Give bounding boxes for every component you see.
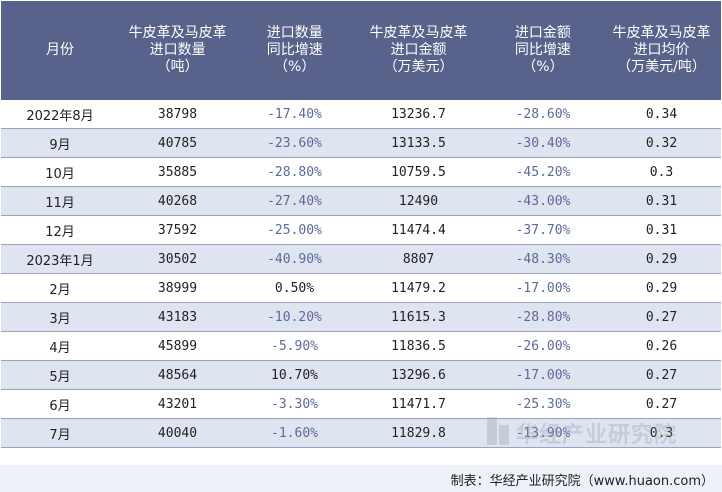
cell-month: 10月	[45, 166, 75, 182]
table-row: 10月 35885 -28.80% 10759.5 -45.20% 0.3	[1, 158, 721, 187]
cell-price: 0.29	[645, 251, 678, 267]
cell-amount: 11615.3	[391, 309, 446, 325]
cell-amount-yoy: -48.30%	[515, 251, 571, 267]
cell-month: 12月	[45, 224, 75, 240]
cell-qty-yoy: -10.20%	[267, 309, 322, 325]
cell-qty: 43201	[157, 396, 198, 412]
cell-amount: 10759.5	[391, 164, 446, 180]
cell-amount: 12490	[398, 193, 439, 209]
table-row: 2022年8月 38798 -17.40% 13236.7 -28.60% 0.34	[1, 100, 721, 129]
cell-month: 11月	[45, 195, 75, 211]
cell-qty-yoy: 0.50%	[274, 280, 315, 296]
cell-price: 0.26	[645, 338, 678, 354]
cell-amount: 11471.7	[391, 396, 446, 412]
cell-amount-yoy: -13.90%	[515, 425, 571, 441]
table-row: 4月 45899 -5.90% 11836.5 -26.00% 0.26	[1, 332, 721, 361]
cell-price: 0.34	[645, 106, 678, 122]
cell-amount: 8807	[402, 251, 435, 267]
cell-month: 9月	[49, 137, 71, 153]
cell-amount-yoy: -37.70%	[515, 222, 571, 238]
cell-qty-yoy: -5.90%	[271, 338, 318, 354]
table-row: 12月 37592 -25.00% 11474.4 -37.70% 0.31	[1, 216, 721, 245]
cell-price: 0.27	[645, 309, 678, 325]
cell-amount-yoy: -26.00%	[515, 338, 571, 354]
cell-amount-yoy: -43.00%	[515, 193, 571, 209]
cell-price: 0.32	[645, 135, 678, 151]
cell-qty: 37592	[157, 222, 198, 238]
cell-qty-yoy: -25.00%	[267, 222, 322, 238]
table-body: 2022年8月 38798 -17.40% 13236.7 -28.60% 0.34 9月 4…	[1, 100, 721, 448]
cell-month: 2月	[49, 282, 71, 298]
cell-month: 7月	[49, 427, 71, 443]
cell-month: 2023年1月	[26, 253, 94, 269]
cell-amount-yoy: -30.40%	[515, 135, 571, 151]
cell-amount: 11829.8	[391, 425, 446, 441]
cell-qty: 30502	[157, 251, 198, 267]
cell-qty-yoy: -1.60%	[271, 425, 318, 441]
cell-qty: 40785	[157, 135, 198, 151]
cell-amount: 11479.2	[391, 280, 446, 296]
header-avg-price: 牛皮革及马皮革 进口均价 （万美元/吨）	[612, 25, 711, 75]
cell-qty: 40040	[157, 425, 198, 441]
cell-amount: 11836.5	[391, 338, 446, 354]
table-header: 月份 牛皮革及马皮革 进口数量 （吨） 进口数量 同比增速 （%） 牛皮革及马皮…	[1, 1, 721, 100]
table-row: 7月 40040 -1.60% 11829.8 -13.90% 0.3	[1, 419, 721, 448]
cell-qty: 43183	[157, 309, 198, 325]
watermark-text: 华经产业研究院	[516, 423, 678, 448]
cell-amount: 13133.5	[391, 135, 446, 151]
cell-amount-yoy: -17.00%	[515, 367, 571, 383]
footer: 制表：华经产业研究院（www.huaon.com）	[0, 465, 722, 492]
cell-month: 2022年8月	[26, 108, 94, 124]
cell-amount-yoy: -25.30%	[515, 396, 571, 412]
cell-price: 0.3	[649, 164, 674, 180]
cell-month: 5月	[49, 369, 71, 385]
cell-month: 3月	[49, 311, 71, 327]
cell-qty-yoy: -23.60%	[267, 135, 322, 151]
table-row: 5月 48564 10.70% 13296.6 -17.00% 0.27	[1, 361, 721, 390]
cell-price: 0.31	[645, 193, 678, 209]
cell-qty-yoy: -28.80%	[267, 164, 322, 180]
cell-amount: 11474.4	[391, 222, 446, 238]
cell-amount-yoy: -28.80%	[515, 309, 571, 325]
cell-qty: 48564	[157, 367, 198, 383]
source-note: 制表：华经产业研究院（www.huaon.com）	[450, 474, 714, 489]
table-row: 3月 43183 -10.20% 11615.3 -28.80% 0.27	[1, 303, 721, 332]
table-row: 11月 40268 -27.40% 12490 -43.00% 0.31	[1, 187, 721, 216]
header-import-qty: 牛皮革及马皮革 进口数量 （吨）	[128, 25, 227, 75]
watermark: 华经产业研究院	[483, 411, 688, 451]
cell-amount-yoy: -17.00%	[515, 280, 571, 296]
cell-qty-yoy: -3.30%	[271, 396, 318, 412]
cell-qty: 38798	[157, 106, 198, 122]
cell-month: 6月	[49, 398, 71, 414]
cell-amount-yoy: -45.20%	[515, 164, 571, 180]
header-qty-yoy: 进口数量 同比增速 （%）	[266, 25, 323, 75]
cell-qty-yoy: -17.40%	[267, 106, 322, 122]
cell-amount: 13296.6	[391, 367, 446, 383]
cell-qty-yoy: -40.90%	[267, 251, 322, 267]
table-row: 6月 43201 -3.30% 11471.7 -25.30% 0.27	[1, 390, 721, 419]
cell-qty: 38999	[157, 280, 198, 296]
header-month: 月份	[46, 42, 75, 58]
cell-amount-yoy: -28.60%	[515, 106, 571, 122]
header-amount-yoy: 进口金额 同比增速 （%）	[514, 25, 571, 75]
cell-price: 0.29	[645, 280, 678, 296]
cell-qty-yoy: -27.40%	[267, 193, 322, 209]
table-row: 2月 38999 0.50% 11479.2 -17.00% 0.29	[1, 274, 721, 303]
cell-qty-yoy: 10.70%	[271, 367, 318, 383]
table-row: 9月 40785 -23.60% 13133.5 -30.40% 0.32	[1, 129, 721, 158]
cell-amount: 13236.7	[391, 106, 446, 122]
cell-month: 4月	[49, 340, 71, 356]
cell-qty: 35885	[157, 164, 198, 180]
table-row: 2023年1月 30502 -40.90% 8807 -48.30% 0.29	[1, 245, 721, 274]
cell-qty: 45899	[157, 338, 198, 354]
watermark-logo-icon	[487, 417, 509, 445]
cell-price: 0.27	[645, 367, 678, 383]
cell-price: 0.31	[645, 222, 678, 238]
import-table: 月份 牛皮革及马皮革 进口数量 （吨） 进口数量 同比增速 （%） 牛皮革及马皮…	[1, 1, 721, 448]
cell-price: 0.3	[649, 425, 674, 441]
cell-qty: 40268	[157, 193, 198, 209]
cell-price: 0.27	[645, 396, 678, 412]
header-import-amount: 牛皮革及马皮革 进口金额 （万美元）	[369, 25, 468, 75]
